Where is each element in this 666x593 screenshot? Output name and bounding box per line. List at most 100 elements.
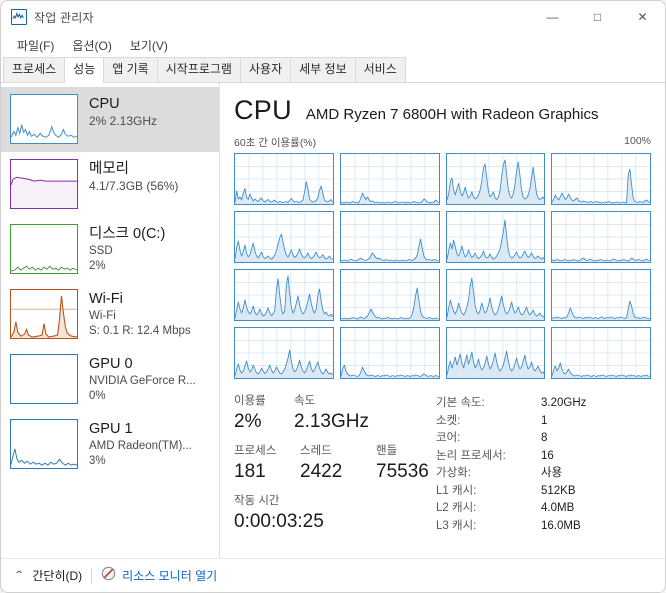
stat-base-speed-value: 3.20GHz [541, 397, 587, 409]
cpu-core-graph[interactable] [551, 269, 651, 321]
sidebar-item-gpu0-text: GPU 0 NVIDIA GeForce R... 0% [89, 354, 196, 404]
tab-app-history[interactable]: 앱 기록 [103, 57, 158, 82]
title-bar-left: 작업 관리자 [1, 9, 94, 26]
cpu-detail-panel: CPU AMD Ryzen 7 6800H with Radeon Graphi… [220, 83, 665, 558]
resource-sidebar: CPU 2% 2.13GHz 메모리 4.1/7.3GB (56%) [1, 83, 220, 558]
cpu-core-graph[interactable] [339, 327, 440, 379]
tab-bar: 프로세스 성능 앱 기록 시작프로그램 사용자 세부 정보 서비스 [1, 57, 665, 83]
memory-thumbnail-graph [10, 159, 78, 209]
close-button[interactable]: ✕ [637, 10, 648, 24]
sidebar-item-memory-text: 메모리 4.1/7.3GB (56%) [89, 159, 178, 194]
stat-virtualization: 가상화: 사용 [436, 465, 651, 483]
stat-sockets-key: 소켓: [436, 414, 461, 427]
minimize-button[interactable]: — [546, 10, 559, 24]
cpu-stats-right: 기본 속도: 3.20GHz 소켓: 1 코어: 8 논리 프로세서: 16 [436, 393, 651, 543]
cpu-core-graph[interactable] [445, 327, 546, 379]
disk-thumbnail-graph [10, 224, 78, 274]
stats-row-labels-1: 이용률 속도 [234, 393, 436, 409]
sidebar-item-disk-title: 디스크 0(C:) [89, 226, 166, 242]
task-manager-icon [11, 9, 27, 25]
stats-process-thread-handle-group: 프로세스 스레드 핸들 181 2422 75536 [234, 443, 436, 484]
menu-bar: 파일(F) 옵션(O) 보기(V) [1, 33, 665, 57]
graph-xaxis-label: 60초 간 이용률(%) [234, 137, 317, 149]
label-uptime: 작동 시간 [234, 495, 280, 507]
cpu-core-graph[interactable] [234, 269, 334, 321]
chevron-up-icon[interactable]: ⌃ [13, 570, 25, 581]
stat-logical-processors-key: 논리 프로세서: [436, 449, 506, 462]
stats-row-values-2: 181 2422 75536 [234, 459, 436, 484]
sidebar-item-memory-title: 메모리 [89, 161, 130, 177]
logical-processor-graph-grid[interactable] [234, 153, 651, 379]
stat-l3-cache-key: L3 캐시: [436, 519, 477, 532]
menu-item-options[interactable]: 옵션(O) [72, 38, 112, 53]
stat-base-speed-key: 기본 속도: [436, 397, 485, 409]
cpu-core-graph[interactable] [445, 153, 546, 205]
stat-cores-key: 코어: [436, 432, 461, 444]
sidebar-item-wifi-sub1: Wi-Fi [89, 310, 116, 322]
tab-performance[interactable]: 성능 [64, 57, 105, 83]
label-processes: 프로세스 [234, 445, 277, 457]
cpu-core-graph[interactable] [445, 211, 546, 263]
stat-l1-cache: L1 캐시: 512KB [436, 483, 651, 501]
stat-virtualization-key: 가상화: [436, 467, 471, 479]
content-body: CPU 2% 2.13GHz 메모리 4.1/7.3GB (56%) [1, 83, 665, 558]
stat-sockets: 소켓: 1 [436, 413, 651, 431]
cpu-core-graph[interactable] [551, 153, 651, 205]
stat-cores-value: 8 [541, 432, 548, 444]
menu-item-file[interactable]: 파일(F) [17, 38, 55, 53]
cpu-stats-left: 이용률 속도 2% 2.13GHz 프로세스 스레드 핸들 [234, 393, 436, 543]
sidebar-item-gpu1-sub2: 3% [89, 455, 106, 467]
cpu-model-name: AMD Ryzen 7 6800H with Radeon Graphics [305, 106, 599, 123]
cpu-core-graph[interactable] [551, 327, 651, 379]
stats-row-values-1: 2% 2.13GHz [234, 409, 436, 434]
window-title: 작업 관리자 [34, 10, 94, 25]
window-controls: — □ ✕ [530, 1, 665, 33]
cpu-core-graph[interactable] [551, 211, 651, 263]
gpu0-thumbnail-graph [10, 354, 78, 404]
cpu-core-graph[interactable] [234, 153, 334, 205]
sidebar-item-gpu1-text: GPU 1 AMD Radeon(TM)... 3% [89, 419, 192, 469]
stat-cores: 코어: 8 [436, 430, 651, 448]
graph-yaxis-max-label: 100% [624, 135, 651, 147]
sidebar-item-gpu1[interactable]: GPU 1 AMD Radeon(TM)... 3% [1, 412, 219, 477]
stat-l3-cache: L3 캐시: 16.0MB [436, 518, 651, 536]
sidebar-item-wifi-title: Wi-Fi [89, 291, 123, 307]
sidebar-item-gpu0-sub2: 0% [89, 390, 106, 402]
sidebar-item-memory-sub1: 4.1/7.3GB (56%) [89, 179, 179, 193]
title-bar: 작업 관리자 — □ ✕ [1, 1, 665, 33]
tab-processes[interactable]: 프로세스 [3, 57, 66, 82]
tab-startup[interactable]: 시작프로그램 [156, 57, 241, 82]
tab-users[interactable]: 사용자 [239, 57, 292, 82]
sidebar-item-wifi[interactable]: Wi-Fi Wi-Fi S: 0.1 R: 12.4 Mbps [1, 282, 219, 347]
sidebar-item-gpu0[interactable]: GPU 0 NVIDIA GeForce R... 0% [1, 347, 219, 412]
maximize-button[interactable]: □ [593, 10, 602, 24]
stat-l1-cache-value: 512KB [541, 484, 576, 497]
cpu-core-graph[interactable] [445, 269, 546, 321]
menu-item-view[interactable]: 보기(V) [129, 38, 168, 53]
cpu-core-graph[interactable] [234, 211, 334, 263]
cpu-core-graph[interactable] [339, 269, 440, 321]
resource-monitor-label: 리소스 모니터 열기 [122, 569, 218, 583]
cpu-core-graph[interactable] [339, 211, 440, 263]
sidebar-item-gpu1-sub1: AMD Radeon(TM)... [89, 440, 192, 452]
sidebar-item-cpu-sub1: 2% 2.13GHz [89, 114, 158, 128]
fewer-details-button[interactable]: 간단히(D) [32, 569, 83, 583]
cpu-core-graph[interactable] [234, 327, 334, 379]
stats-uptime-group: 작동 시간 0:00:03:25 [234, 493, 436, 534]
resource-monitor-icon [101, 566, 116, 586]
sidebar-item-cpu[interactable]: CPU 2% 2.13GHz [1, 87, 219, 152]
value-speed: 2.13GHz [294, 411, 369, 432]
sidebar-item-memory[interactable]: 메모리 4.1/7.3GB (56%) [1, 152, 219, 217]
sidebar-item-disk-sub2: 2% [89, 260, 106, 272]
tab-details[interactable]: 세부 정보 [290, 57, 356, 82]
value-handles: 75536 [376, 461, 429, 482]
stat-virtualization-value: 사용 [541, 467, 563, 479]
stat-l3-cache-value: 16.0MB [541, 519, 581, 532]
stat-l2-cache: L2 캐시: 4.0MB [436, 500, 651, 518]
sidebar-item-disk[interactable]: 디스크 0(C:) SSD 2% [1, 217, 219, 282]
cpu-header: CPU AMD Ryzen 7 6800H with Radeon Graphi… [234, 95, 651, 125]
open-resource-monitor-link[interactable]: 리소스 모니터 열기 [101, 566, 217, 586]
tab-services[interactable]: 서비스 [354, 57, 406, 82]
cpu-core-graph[interactable] [339, 153, 440, 205]
